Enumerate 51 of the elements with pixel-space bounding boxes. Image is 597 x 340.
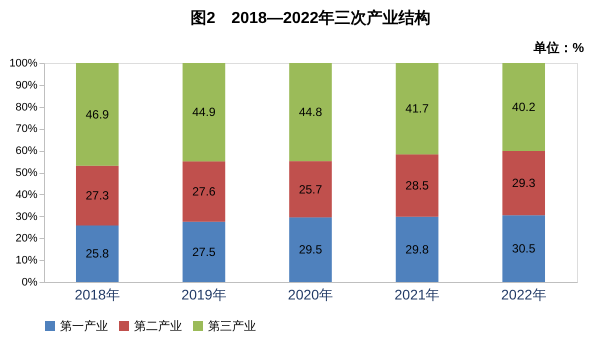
data-label: 25.8	[86, 246, 110, 261]
y-tick-label: 20%	[15, 232, 38, 245]
x-tick-label: 2019年	[181, 286, 226, 302]
y-tick-label: 60%	[15, 145, 38, 158]
bar	[502, 151, 546, 216]
data-label: 27.6	[192, 184, 216, 199]
bar	[76, 63, 119, 166]
y-tick-label: 10%	[15, 254, 38, 267]
y-tick-label: 50%	[15, 167, 38, 179]
x-tick-label: 2021年	[394, 286, 440, 302]
data-label: 27.3	[86, 188, 110, 203]
text: 单位：%	[532, 40, 584, 55]
bar	[182, 222, 226, 282]
bar	[289, 161, 332, 218]
data-label: 27.5	[192, 244, 216, 259]
bar	[76, 166, 119, 226]
y-tick-label: 40%	[15, 188, 38, 201]
data-label: 28.5	[405, 178, 430, 193]
x-tick-label: 2020年	[288, 286, 334, 302]
bar	[289, 217, 332, 282]
y-tick-label: 0%	[22, 276, 38, 288]
bar	[396, 63, 438, 154]
data-label: 44.9	[192, 105, 216, 120]
y-tick-label: 80%	[15, 101, 38, 114]
y-tick-label: 30%	[15, 210, 38, 223]
data-label: 40.2	[512, 100, 536, 114]
legend-label: 第三产业	[208, 319, 256, 333]
data-label: 29.8	[405, 242, 430, 256]
bar	[502, 215, 546, 282]
x-tick-label: 2022年	[501, 286, 546, 302]
y-tick-label: 90%	[15, 79, 38, 92]
bar	[289, 63, 332, 162]
data-label: 44.8	[298, 105, 322, 120]
bar	[396, 216, 438, 282]
data-label: 29.3	[512, 176, 536, 190]
legend-label: 第一产业	[60, 319, 108, 333]
bar	[396, 154, 438, 217]
data-label: 29.5	[298, 242, 322, 257]
data-label: 41.7	[405, 102, 430, 116]
y-tick-label: 70%	[15, 123, 38, 136]
bar	[502, 63, 546, 152]
x-tick-label: 2018年	[74, 286, 120, 302]
y-tick-label: 100%	[9, 58, 38, 70]
bar	[182, 161, 226, 222]
data-label: 30.5	[512, 242, 536, 256]
data-label: 25.7	[298, 182, 322, 196]
legend-label: 第二产业	[134, 319, 182, 333]
bar	[76, 226, 119, 282]
data-label: 46.9	[86, 107, 110, 122]
chart-title: 图2 2018—2022年三次产业结构	[190, 9, 431, 27]
bar	[182, 63, 226, 162]
